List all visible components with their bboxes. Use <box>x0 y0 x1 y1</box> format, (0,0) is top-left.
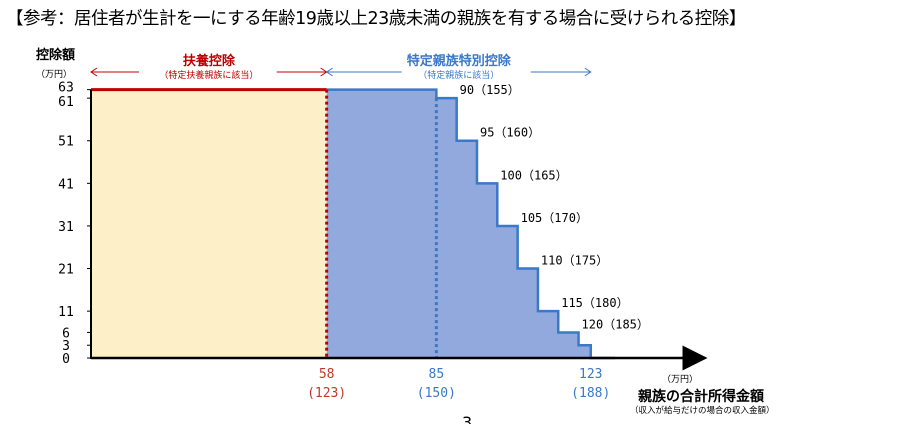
step-label: 90（155） <box>460 83 520 97</box>
x-axis-subtitle: （収入が給与だけの場合の収入金額） <box>630 405 775 416</box>
x-tick-sublabel: (150) <box>417 386 456 401</box>
step-label: 100（165） <box>500 168 567 182</box>
y-tick-label: 63 <box>58 81 74 96</box>
fuyou-label: 扶養控除 <box>183 53 236 69</box>
y-tick-label: 21 <box>58 263 74 278</box>
tokutei-area <box>326 89 616 359</box>
x-axis-unit: （万円） <box>662 374 698 385</box>
tokutei-step-line <box>326 88 616 360</box>
x-tick-label: 123 <box>579 367 602 382</box>
fuyou-area <box>91 89 327 359</box>
step-label: 110（175） <box>541 254 608 268</box>
tokutei-note: （特定親族に該当） <box>418 69 499 81</box>
y-tick-label: 31 <box>58 220 74 235</box>
x-tick-sublabel: (123) <box>307 386 346 401</box>
page-number: 3 <box>462 413 472 424</box>
x-tick-sublabel: (188) <box>571 386 610 401</box>
fuyou-note: （特定扶養親族に該当） <box>159 69 258 81</box>
step-label: 95（160） <box>480 126 540 140</box>
tokutei-arrow-right <box>584 67 592 77</box>
y-tick-label: 61 <box>58 95 74 110</box>
y-axis-unit: （万円） <box>36 69 72 80</box>
step-label: 105（170） <box>521 211 588 225</box>
fuyou-arrow-left <box>90 67 98 77</box>
x-axis-title: 親族の合計所得金額 <box>638 388 764 405</box>
tokutei-label: 特定親族特別控除 <box>407 53 512 69</box>
x-tick-label: 85 <box>429 367 445 382</box>
y-tick-label: 6 <box>62 326 70 341</box>
y-tick-label: 3 <box>62 339 70 354</box>
y-tick-label: 11 <box>58 305 74 320</box>
y-tick-label: 51 <box>58 135 74 150</box>
page-title: 【参考：居住者が生計を一にする年齢19歳以上23歳未満の親族を有する場合に受けら… <box>6 9 746 29</box>
step-label: 115（180） <box>561 296 628 310</box>
y-tick-label: 0 <box>62 352 70 367</box>
y-tick-label: 41 <box>58 177 74 192</box>
y-axis-title: 控除額 <box>36 47 75 63</box>
tokutei-arrow-left <box>325 67 333 77</box>
x-tick-label: 58 <box>319 367 335 382</box>
step-label: 120（185） <box>582 317 649 331</box>
